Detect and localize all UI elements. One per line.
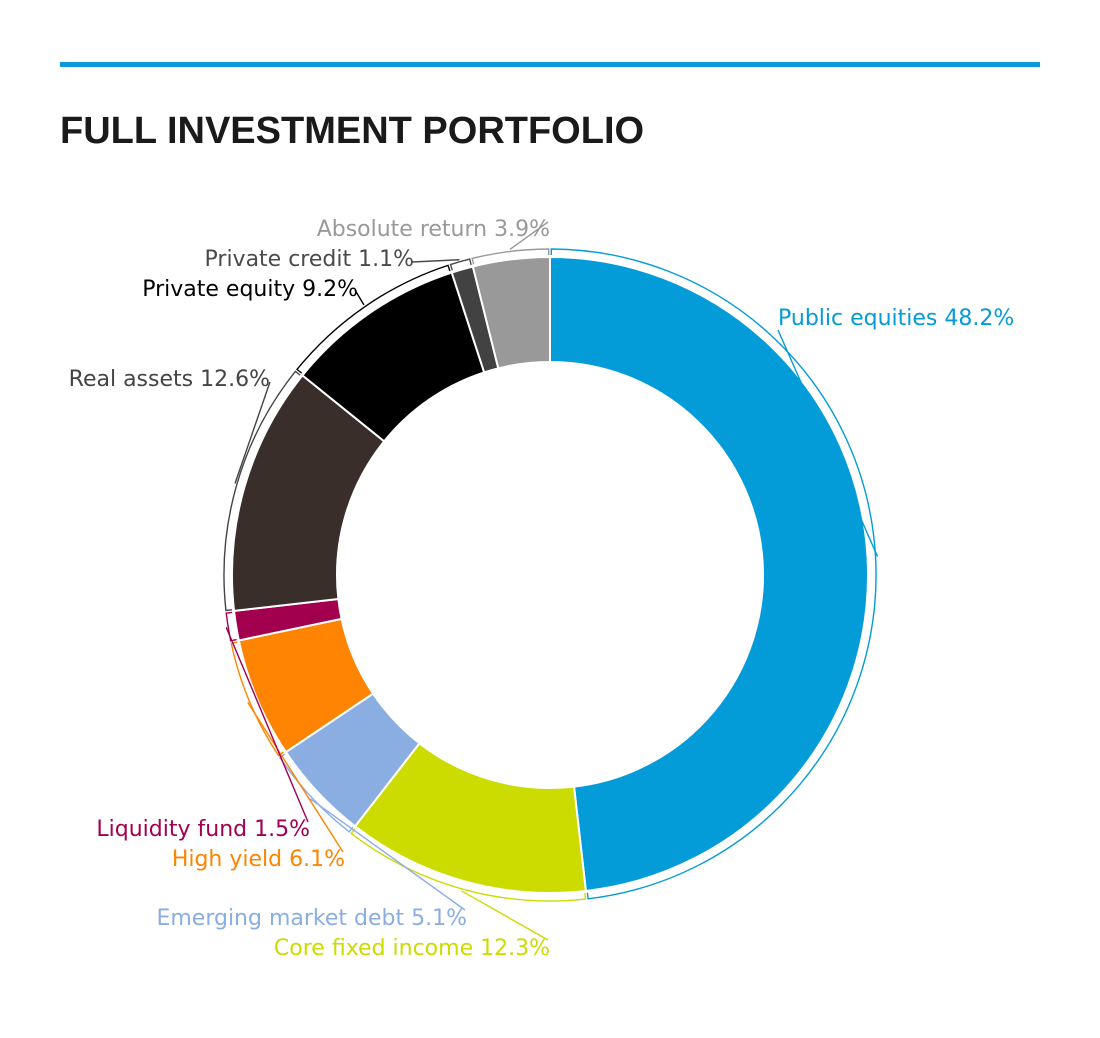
label-private-credit: Private credit 1.1%	[205, 247, 414, 272]
bracket-core-fixed-income	[350, 828, 587, 902]
label-real-assets: Real assets 12.6%	[69, 367, 270, 392]
label-liquidity-fund: Liquidity fund 1.5%	[96, 817, 310, 842]
slice-public-equities	[549, 255, 869, 893]
leader-liquidity-fund	[225, 627, 309, 823]
label-absolute-return: Absolute return 3.9%	[317, 217, 550, 242]
slice-absolute-return	[471, 255, 551, 370]
bracket-liquidity-fund	[225, 611, 237, 642]
label-public-equities: Public equities 48.2%	[778, 306, 1014, 331]
slice-labels: Public equities 48.2% Core fixed income 1…	[69, 217, 1015, 961]
bracket-private-credit	[449, 258, 472, 271]
label-emerging-market-debt: Emerging market debt 5.1%	[156, 906, 467, 931]
bracket-absolute-return	[471, 248, 550, 265]
leader-private-credit	[411, 259, 460, 263]
label-high-yield: High yield 6.1%	[172, 847, 345, 872]
leader-real-assets	[234, 381, 271, 484]
label-leaders	[223, 221, 879, 941]
bracket-private-equity	[296, 264, 451, 374]
chart-title: FULL INVESTMENT PORTFOLIO	[60, 110, 644, 152]
leader-absolute-return	[509, 221, 549, 251]
bracket-public-equities	[550, 248, 877, 900]
bracket-real-assets	[223, 370, 301, 612]
leader-public-equities	[777, 329, 879, 557]
label-private-equity: Private equity 9.2%	[142, 277, 358, 302]
donut-chart	[231, 255, 869, 894]
bracket-emerging-market-debt	[278, 753, 354, 833]
leader-core-fixed-income	[461, 890, 549, 941]
leader-emerging-market-debt	[309, 798, 466, 911]
label-core-fixed-income: Core fixed income 12.3%	[274, 936, 550, 961]
leader-high-yield	[247, 702, 344, 853]
bracket-high-yield	[230, 641, 284, 757]
leader-private-equity	[354, 289, 365, 306]
header-rule	[60, 62, 1040, 67]
